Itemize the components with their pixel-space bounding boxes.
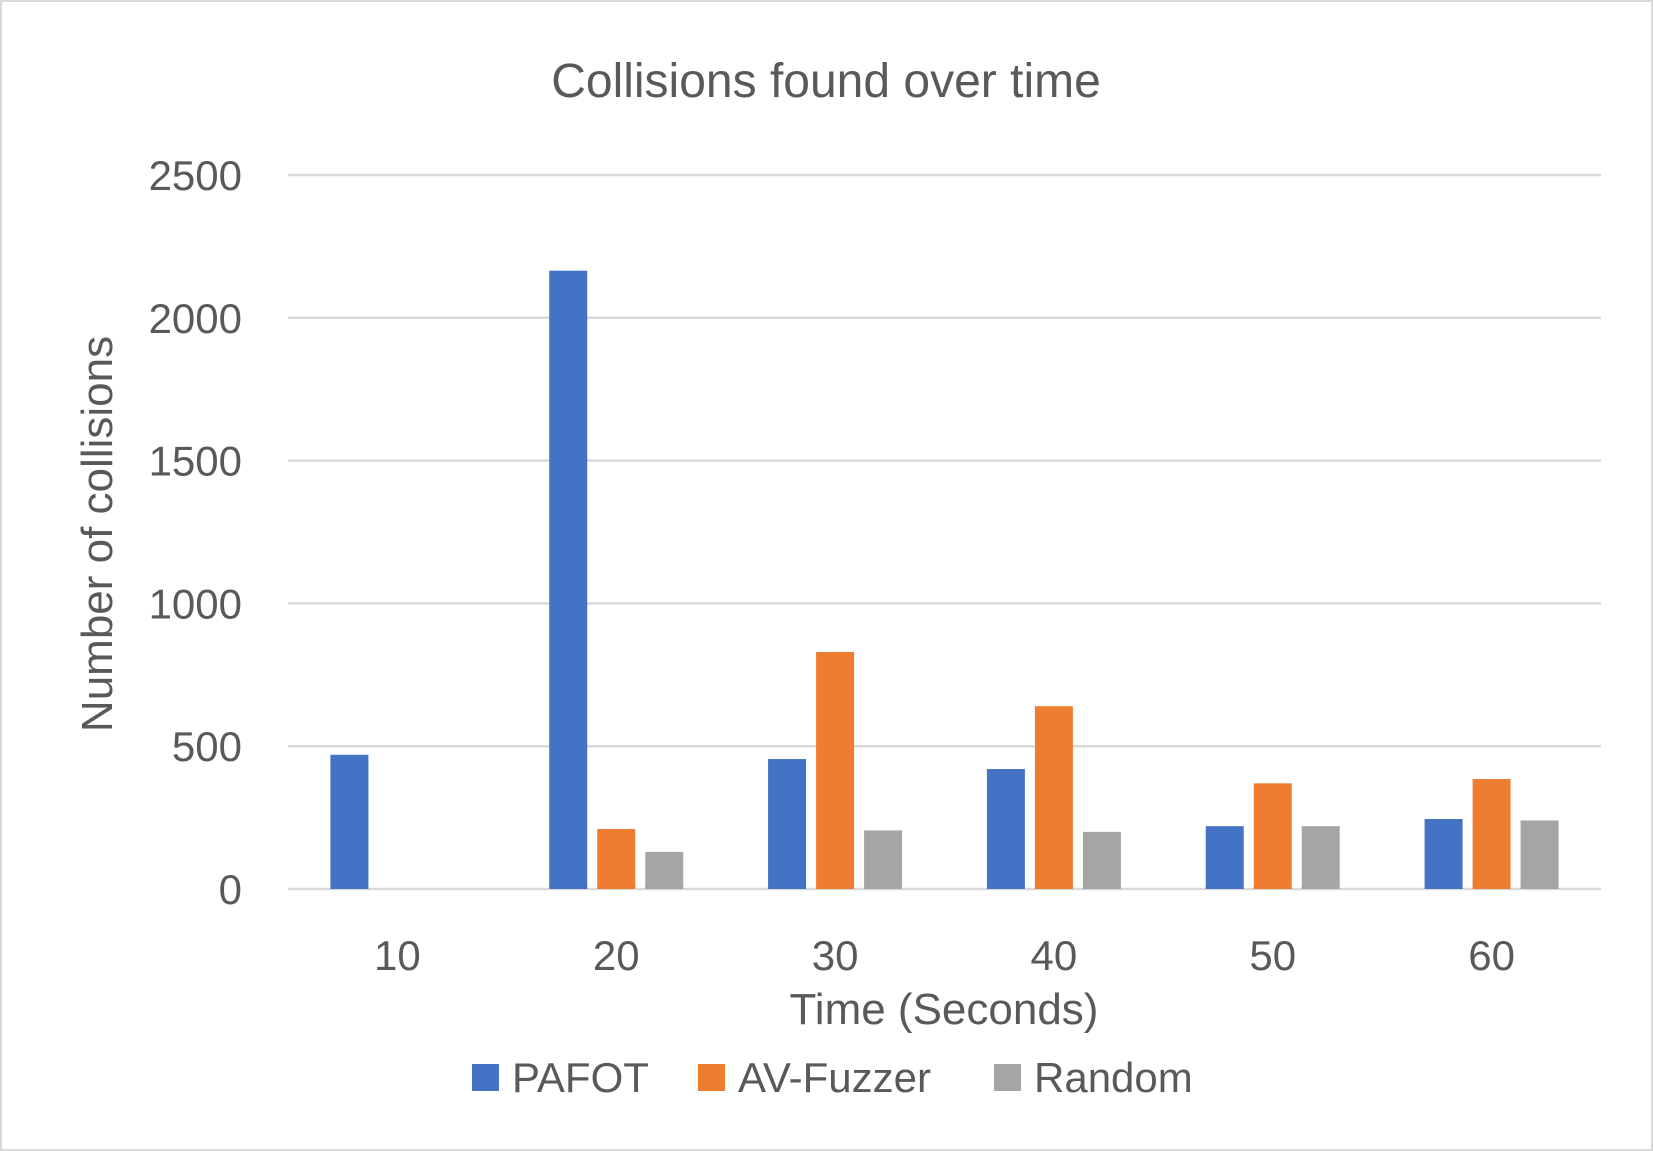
bar-pafot-10 bbox=[330, 754, 369, 889]
bar-pafot-30 bbox=[768, 759, 807, 889]
bar-av-fuzzer-40 bbox=[1034, 706, 1073, 889]
legend: PAFOT AV-Fuzzer Random bbox=[472, 1054, 1193, 1101]
bar-random-50 bbox=[1301, 826, 1340, 889]
bar-random-30 bbox=[864, 830, 903, 889]
legend-swatch-av-fuzzer bbox=[698, 1064, 725, 1091]
bar-pafot-60 bbox=[1424, 819, 1463, 889]
x-axis-title: Time (Seconds) bbox=[790, 985, 1099, 1034]
y-tick-label: 500 bbox=[172, 723, 242, 770]
x-tick-label: 30 bbox=[812, 932, 859, 979]
x-tick-labels: 10 20 30 40 50 60 bbox=[374, 932, 1515, 979]
bar-pafot-20 bbox=[549, 270, 588, 889]
y-tick-label: 2000 bbox=[149, 295, 242, 342]
bar-random-60 bbox=[1520, 820, 1559, 889]
y-axis-title: Number of collisions bbox=[73, 336, 122, 732]
y-tick-labels: 0 500 1000 1500 2000 2500 bbox=[149, 152, 242, 913]
x-tick-label: 10 bbox=[374, 932, 421, 979]
bar-av-fuzzer-30 bbox=[816, 651, 855, 889]
chart-title: Collisions found over time bbox=[551, 55, 1101, 108]
bar-random-20 bbox=[645, 851, 684, 889]
x-tick-label: 40 bbox=[1031, 932, 1078, 979]
grid-layer bbox=[288, 173, 1601, 891]
bar-pafot-50 bbox=[1205, 826, 1244, 889]
x-tick-label: 50 bbox=[1249, 932, 1296, 979]
y-tick-label: 1000 bbox=[149, 580, 242, 627]
bar-av-fuzzer-50 bbox=[1253, 783, 1292, 889]
legend-label-random: Random bbox=[1034, 1054, 1193, 1101]
bar-random-40 bbox=[1082, 831, 1121, 889]
y-tick-label: 2500 bbox=[149, 152, 242, 199]
x-tick-label: 60 bbox=[1468, 932, 1515, 979]
bar-av-fuzzer-60 bbox=[1472, 779, 1511, 889]
legend-swatch-random bbox=[994, 1064, 1021, 1091]
legend-label-av-fuzzer: AV-Fuzzer bbox=[738, 1054, 931, 1101]
y-tick-label: 0 bbox=[219, 866, 242, 913]
legend-label-pafot: PAFOT bbox=[512, 1054, 649, 1101]
y-tick-label: 1500 bbox=[149, 438, 242, 485]
legend-swatch-pafot bbox=[472, 1064, 499, 1091]
bar-layer bbox=[330, 270, 1559, 889]
x-tick-label: 20 bbox=[593, 932, 640, 979]
bar-pafot-40 bbox=[986, 769, 1025, 889]
bar-av-fuzzer-20 bbox=[597, 829, 636, 889]
